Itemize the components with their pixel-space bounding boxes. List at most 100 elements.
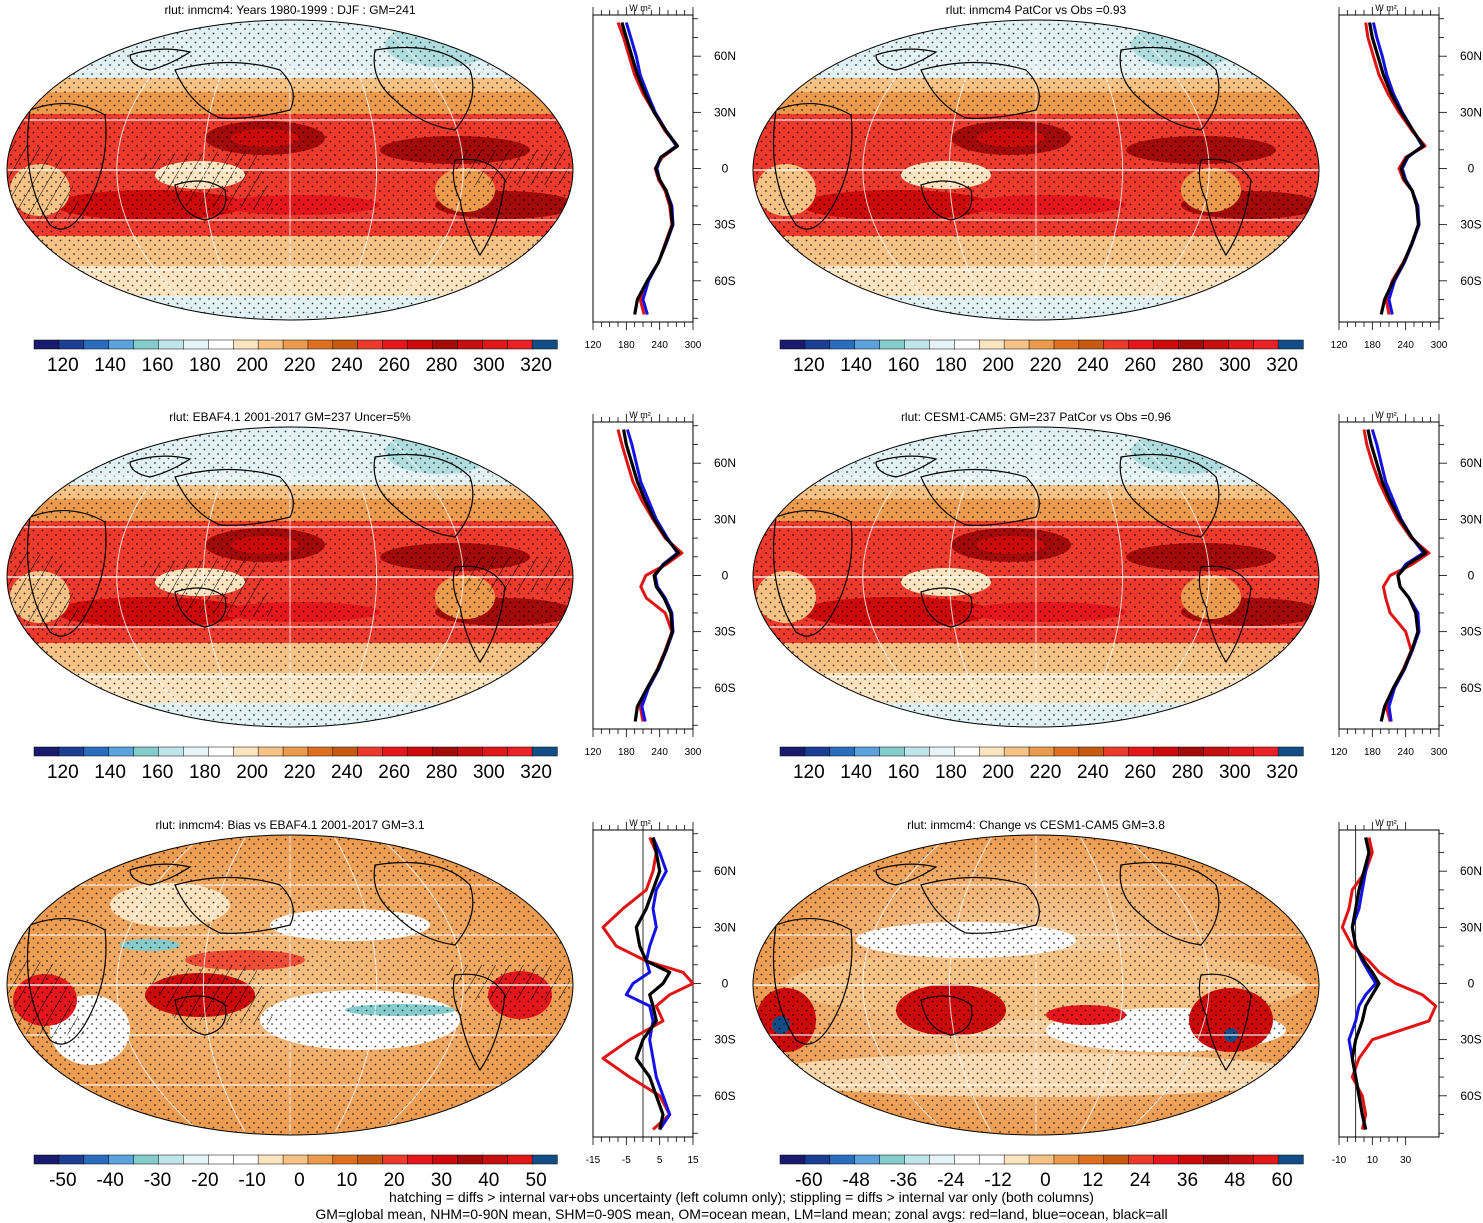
colorbar-label: 120 [793,355,825,376]
zonal-lat-label: 30S [714,218,735,232]
hatching [440,965,570,1000]
colorbar-swatch [257,339,284,350]
colorbar-label: 260 [378,762,410,783]
colorbar-swatch [482,746,508,757]
colorbar-swatch [407,339,434,350]
colorbar-label: 260 [378,355,410,376]
colorbar-swatch [1128,746,1155,757]
coastline [1119,46,1220,131]
zonal-xtick-label: 300 [685,747,702,758]
colorbar-label: 160 [888,355,920,376]
colorbar-swatch [1003,746,1030,757]
colorbar-swatch [1003,1154,1030,1165]
hatching [7,547,85,632]
zonal-xtick-label: 240 [651,747,668,758]
panel-title: rlut: EBAF4.1 2001-2017 GM=237 Uncer=5% [169,410,411,424]
coastline [26,102,107,230]
coastline [26,509,107,637]
panel-5: rlut: inmcm4: Bias vs EBAF4.1 2001-2017 … [6,818,736,1191]
zonal-xtick-label: 240 [651,340,668,351]
zonal-xtick-label: 180 [1364,340,1381,351]
colorbar-swatch [183,1154,209,1165]
zonal-lat-label: 60N [1460,49,1482,63]
zonal-xtick-label: 300 [1431,747,1448,758]
panel-title: rlut: inmcm4: Change vs CESM1-CAM5 GM=3.… [907,818,1165,832]
zonal-line-all [1350,837,1381,1130]
colorbar-swatch [1203,339,1229,350]
zonal-unit: W m² [1375,3,1397,13]
zonal-xtick-label: 15 [687,1155,699,1166]
zonal-lat-label: 30S [714,1033,735,1047]
map-field [7,20,573,320]
coastline [174,468,294,526]
colorbar-swatch [232,1154,259,1165]
zonal-lat-label: 0 [722,977,729,991]
zonal-lat-label: 60N [1460,864,1482,878]
zonal-lat-label: 60N [1460,456,1482,470]
zonal-line-ocean [624,836,672,1131]
zonal-lat-label: 0 [1468,162,1475,176]
colorbar-swatch [232,746,259,757]
colorbar-swatch [1228,339,1254,350]
coastline [920,876,1040,934]
colorbar-swatch [1153,1154,1180,1165]
colorbar-swatch [282,746,309,757]
zonal-lat-label: 60S [1460,1089,1481,1103]
colorbar-swatch [879,746,906,757]
colorbar-swatch [382,746,409,757]
colorbar-swatch [208,1154,234,1165]
zonal-lat-label: 30S [714,625,735,639]
colorbar-swatch [457,1154,483,1165]
zonal-lat-label: 60S [1460,681,1481,695]
colorbar-swatch [1028,1154,1055,1165]
colorbar-swatch [332,746,359,757]
map-border [752,426,1320,728]
coastline [1119,861,1220,946]
colorbar-label: 200 [236,762,268,783]
colorbar-swatch [282,339,309,350]
coastline [920,61,1040,119]
coastline [1119,453,1220,538]
colorbar-swatch [58,746,85,757]
colorbar-label: 160 [142,762,174,783]
zonal-frame [592,14,694,323]
zonal-xtick-label: 300 [1431,340,1448,351]
hatching [7,955,85,1040]
map-border [752,834,1320,1136]
colorbar-label: 320 [520,762,552,783]
zonal-xtick-label: 30 [1400,1155,1412,1166]
colorbar-swatch [158,1154,185,1165]
zonal-xtick-label: 180 [618,340,635,351]
zonal-xtick-label: 5 [657,1155,663,1166]
zonal-lat-label: 30N [1460,512,1482,526]
colorbar-swatch [804,746,831,757]
zonal-xtick-label: 240 [1397,747,1414,758]
zonal-xtick-label: -5 [622,1155,631,1166]
colorbar-swatch [457,746,483,757]
colorbar-label: 240 [1077,355,1109,376]
colorbar-swatch [208,339,234,350]
zonal-xtick-label: 120 [585,340,602,351]
coastline [1198,158,1252,257]
colorbar-swatch [829,746,856,757]
colorbar-label: -30 [144,1170,171,1191]
colorbar-swatch [432,746,459,757]
colorbar-swatch [1277,1154,1304,1165]
zonal-xtick-label: 120 [1331,747,1348,758]
coastline [129,48,192,71]
colorbar-label: 280 [1172,355,1204,376]
coastline [174,61,294,119]
colorbar-swatch [531,746,558,757]
zonal-line-land [601,836,695,1131]
zonal-lat-label: 30S [1460,1033,1481,1047]
colorbar-swatch [779,1154,806,1165]
panel-4: rlut: CESM1-CAM5: GM=237 PatCor vs Obs =… [752,410,1482,783]
colorbar-label: 140 [840,355,872,376]
panel-title: rlut: inmcm4: Bias vs EBAF4.1 2001-2017 … [155,818,424,832]
colorbar-label: 24 [1130,1170,1152,1191]
colorbar-label: -48 [842,1170,869,1191]
colorbar-swatch [1178,1154,1205,1165]
map-border [752,19,1320,321]
colorbar-label: 180 [189,355,221,376]
colorbar-label: 160 [888,762,920,783]
